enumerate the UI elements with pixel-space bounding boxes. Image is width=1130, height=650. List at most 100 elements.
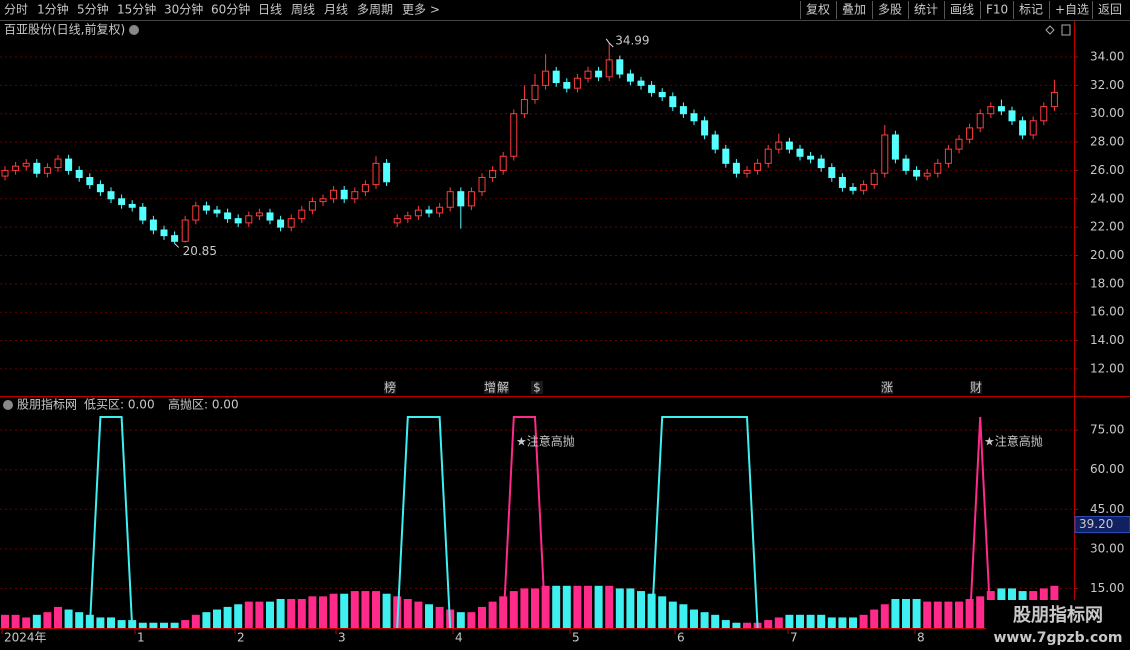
annotation: ★注意高抛 bbox=[516, 434, 575, 449]
toolbar-button[interactable]: 统计 bbox=[914, 3, 938, 17]
candle-body bbox=[584, 70, 592, 79]
indicator-bar bbox=[827, 617, 836, 628]
toolbar-tab[interactable]: 60分钟 bbox=[211, 2, 250, 17]
indicator-bar bbox=[902, 598, 910, 628]
indicator-bar bbox=[605, 585, 614, 628]
indicator-bar bbox=[308, 596, 317, 628]
candle-body bbox=[224, 212, 232, 220]
indicator-bar bbox=[668, 601, 677, 628]
toolbar-tab[interactable]: 多周期 bbox=[357, 3, 393, 17]
indicator-bar bbox=[287, 598, 296, 628]
watermark-title: 股朋指标网 bbox=[1012, 604, 1103, 626]
watermark-box bbox=[986, 600, 1130, 650]
candle-body bbox=[881, 134, 889, 174]
event-marker-box bbox=[531, 381, 543, 394]
toolbar-tab[interactable]: 月线 bbox=[324, 3, 348, 17]
candle-body bbox=[542, 70, 550, 86]
indicator-bar bbox=[880, 604, 889, 628]
indicator-bar bbox=[743, 622, 751, 628]
toolbar-tab[interactable]: 15分钟 bbox=[117, 2, 156, 17]
x-tick-label: 4 bbox=[455, 631, 463, 645]
indicator-bar bbox=[796, 614, 804, 628]
toolbar-tab[interactable]: 30分钟 bbox=[164, 2, 203, 17]
candle-body bbox=[849, 186, 857, 191]
candle-body bbox=[1, 169, 9, 177]
indicator-bar bbox=[912, 598, 921, 628]
candle-body bbox=[414, 209, 422, 217]
indicator-bar bbox=[266, 601, 274, 628]
candle-body bbox=[467, 191, 475, 207]
event-marker-box bbox=[970, 381, 982, 394]
indicator-bar bbox=[22, 617, 31, 628]
indicator-bar bbox=[562, 585, 571, 628]
candle-body bbox=[12, 165, 20, 171]
candle-body bbox=[139, 206, 147, 221]
annotation: ★注意高抛 bbox=[984, 434, 1043, 449]
event-marker: 涨 bbox=[881, 380, 893, 395]
indicator-bar bbox=[456, 612, 465, 628]
candle-body bbox=[234, 218, 242, 224]
event-marker-box bbox=[484, 381, 496, 394]
toolbar-button[interactable]: F10 bbox=[986, 3, 1008, 17]
candle-body bbox=[1008, 110, 1016, 122]
indicator-bar bbox=[944, 601, 953, 628]
candle-body bbox=[690, 113, 698, 122]
candle-body bbox=[573, 77, 581, 89]
candle-body bbox=[701, 120, 709, 136]
indicator-bar bbox=[690, 609, 698, 628]
candle-body bbox=[266, 212, 274, 221]
indicator-bar bbox=[573, 585, 582, 628]
candle-body bbox=[160, 229, 168, 237]
indicator-bar bbox=[531, 588, 539, 628]
indicator-bar bbox=[615, 588, 624, 628]
candle-body bbox=[436, 206, 444, 214]
indicator-bar bbox=[43, 612, 52, 628]
toolbar-tab[interactable]: 分时 bbox=[4, 3, 28, 17]
high-label: 34.99 bbox=[615, 33, 649, 47]
candle-body bbox=[976, 113, 984, 129]
indicator-bar bbox=[329, 593, 338, 628]
candle-body bbox=[616, 59, 624, 75]
y-tick-label: 30.00 bbox=[1090, 106, 1124, 120]
candle-body bbox=[605, 59, 613, 78]
indicator-bar bbox=[774, 617, 783, 628]
event-marker: 榜 bbox=[384, 380, 396, 395]
toolbar-tab[interactable]: 更多 > bbox=[402, 3, 440, 17]
candle-body bbox=[43, 167, 51, 174]
candle-body bbox=[171, 235, 179, 242]
chart-title: 百亚股份(日线,前复权) bbox=[4, 22, 125, 37]
y-tick-label: 75.00 bbox=[1090, 423, 1124, 437]
toolbar-button[interactable]: 返回 bbox=[1098, 3, 1122, 17]
toolbar-button[interactable]: 复权 bbox=[806, 3, 830, 17]
indicator-bar bbox=[319, 596, 327, 628]
candle-body bbox=[330, 189, 338, 200]
candle-body bbox=[54, 158, 62, 169]
current-value-label: 39.20 bbox=[1079, 517, 1113, 531]
toolbar-button[interactable]: 多股 bbox=[878, 3, 902, 17]
toolbar-tab[interactable]: 5分钟 bbox=[77, 2, 109, 17]
x-tick-label: 3 bbox=[338, 631, 346, 645]
candle-body bbox=[743, 169, 751, 174]
toolbar-button[interactable]: 画线 bbox=[950, 3, 974, 17]
candle-body bbox=[658, 91, 666, 98]
toolbar-tab[interactable]: 周线 bbox=[291, 3, 315, 17]
candle-body bbox=[902, 158, 910, 171]
candle-body bbox=[913, 169, 921, 177]
toolbar-button[interactable]: +自选 bbox=[1055, 3, 1089, 17]
indicator-bar bbox=[181, 620, 190, 628]
candle-body bbox=[626, 73, 634, 82]
toolbar-tab[interactable]: 日线 bbox=[258, 3, 282, 17]
indicator-bar bbox=[117, 620, 126, 628]
candle-body bbox=[478, 177, 486, 193]
indicator-bar bbox=[679, 604, 688, 628]
toolbar-tab[interactable]: 1分钟 bbox=[37, 2, 69, 17]
toolbar-button[interactable]: 标记 bbox=[1019, 3, 1043, 17]
toolbar-button[interactable]: 叠加 bbox=[842, 3, 866, 17]
indicator-bar bbox=[403, 598, 412, 628]
candle-body bbox=[637, 80, 645, 86]
indicator-bar bbox=[658, 596, 667, 628]
candle-body bbox=[891, 134, 899, 160]
candle-body bbox=[1050, 91, 1058, 108]
candle-body bbox=[997, 106, 1005, 112]
y-tick-label: 32.00 bbox=[1090, 78, 1124, 92]
